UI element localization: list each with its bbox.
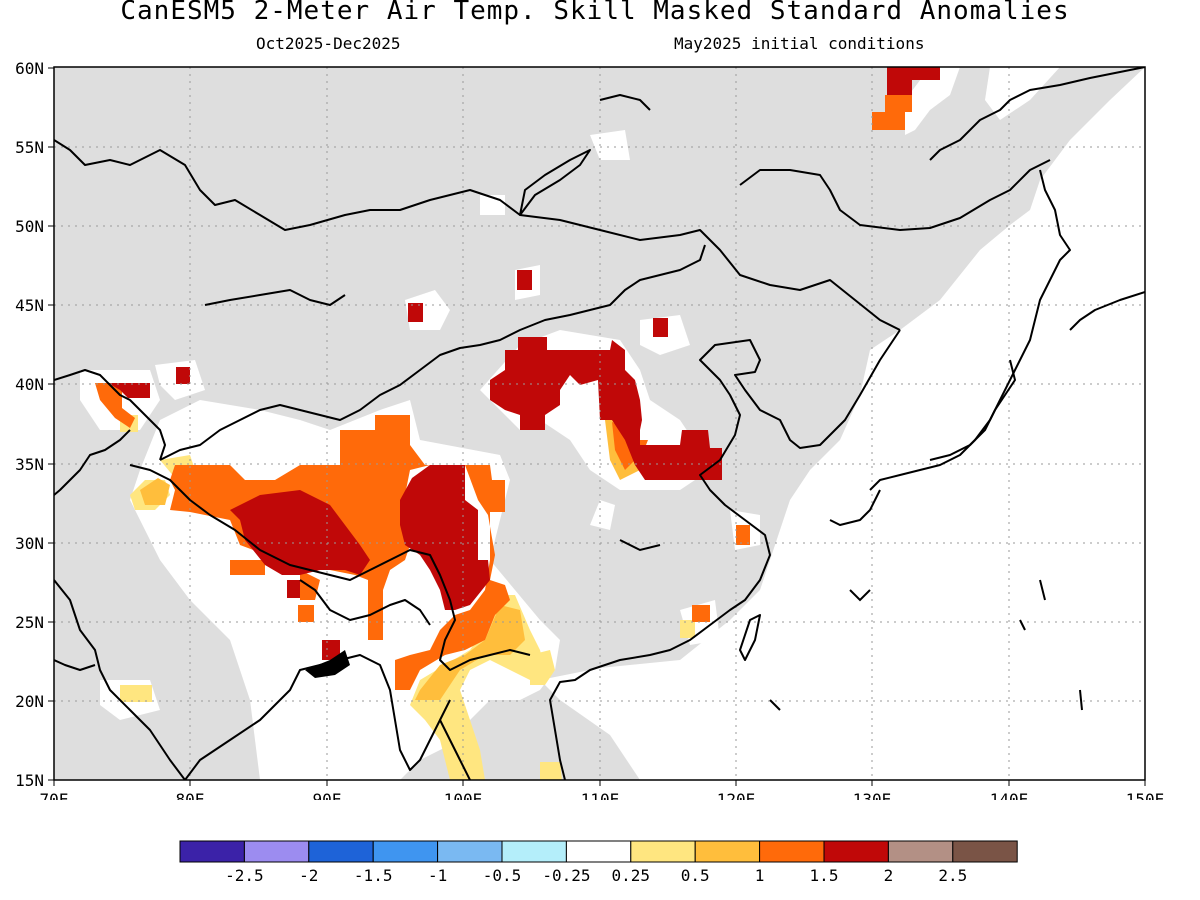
- colorbar-label: -0.5: [483, 866, 522, 885]
- colorbar-label: -1.5: [354, 866, 393, 885]
- colorbar-swatch: [501, 840, 567, 863]
- lon-label: 120E: [717, 790, 756, 800]
- lon-label: 140E: [990, 790, 1029, 800]
- lat-label: 35N: [15, 455, 44, 474]
- anomaly-map: 70E 80E 90E 100E 110E 120E 130E 140E 150…: [15, 59, 1165, 800]
- lat-label: 50N: [15, 217, 44, 236]
- colorbar-labels: -2.5 -2 -1.5 -1 -0.5 -0.25 0.25 0.5 1 1.5 2 2.5: [225, 866, 967, 885]
- colorbar-boxes: [179, 840, 1018, 863]
- lat-label: 20N: [15, 692, 44, 711]
- lat-label: 25N: [15, 613, 44, 632]
- coastlines-borders: [54, 67, 1145, 780]
- lat-label: 40N: [15, 375, 44, 394]
- lat-label: 15N: [15, 771, 44, 790]
- colorbar-label: 0.5: [681, 866, 710, 885]
- colorbar-label: -2.5: [225, 866, 264, 885]
- colorbar-label: 1.5: [810, 866, 839, 885]
- islands: [619, 539, 1083, 711]
- lon-label: 80E: [176, 790, 205, 800]
- lat-label: 55N: [15, 138, 44, 157]
- colorbar-swatch: [887, 840, 954, 863]
- colorbar-label: 0.25: [612, 866, 651, 885]
- forecast-period: Oct2025-Dec2025: [256, 34, 401, 53]
- colorbar-label: -1: [428, 866, 447, 885]
- axis-ticks: [48, 67, 1146, 786]
- lon-label: 70E: [40, 790, 69, 800]
- lon-label: 100E: [444, 790, 483, 800]
- lat-label: 30N: [15, 534, 44, 553]
- lat-label: 45N: [15, 296, 44, 315]
- colorbar-swatch: [630, 840, 696, 863]
- colorbar-swatch: [243, 840, 310, 863]
- land-patches: [305, 650, 350, 678]
- colorbar-label: -2: [299, 866, 318, 885]
- colorbar-swatch: [437, 840, 503, 863]
- colorbar-swatch: [952, 840, 1018, 863]
- colorbar-swatch: [823, 840, 889, 863]
- colorbar-label: 2.5: [938, 866, 967, 885]
- colorbar-swatch: [694, 840, 761, 863]
- lon-label: 110E: [581, 790, 620, 800]
- colorbar-label: 2: [884, 866, 894, 885]
- lon-label: 90E: [313, 790, 342, 800]
- map-title: CanESM5 2-Meter Air Temp. Skill Masked S…: [120, 0, 1070, 26]
- colorbar-label: 1: [755, 866, 765, 885]
- colorbar-swatch: [372, 840, 439, 863]
- initial-conditions: May2025 initial conditions: [674, 34, 925, 53]
- colorbar-swatch: [308, 840, 374, 863]
- anomaly-1.5-2: [108, 67, 940, 660]
- lon-label: 150E: [1126, 790, 1165, 800]
- lat-label: 60N: [15, 59, 44, 78]
- lon-label: 130E: [853, 790, 892, 800]
- colorbar-swatch: [179, 840, 245, 863]
- colorbar-swatch: [759, 840, 825, 863]
- colorbar-swatch: [565, 840, 632, 863]
- colorbar-label: -0.25: [542, 866, 590, 885]
